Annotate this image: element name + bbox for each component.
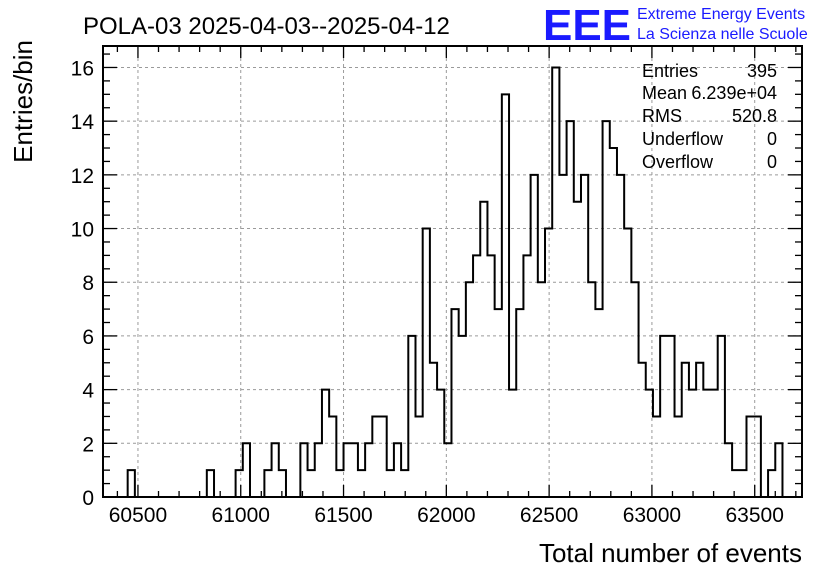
logo-line-1: Extreme Energy Events [637, 6, 805, 23]
stats-rms-label: RMS [642, 106, 682, 126]
histogram-bin [718, 336, 725, 497]
histogram-bin [264, 470, 271, 497]
x-tick-label: 63500 [726, 504, 784, 527]
axes: 60500 61000 61500 62000 62500 63000 63500 0 2 4 6 8… [71, 45, 803, 527]
histogram-bin [624, 229, 631, 497]
stats-mean-value: 6.239e+04 [691, 83, 777, 103]
histogram-bin [444, 443, 451, 497]
chart-title: POLA-03 2025-04-03--2025-04-12 [83, 13, 450, 40]
histogram-bin [365, 443, 372, 497]
x-tick-label: 62000 [417, 504, 475, 527]
histogram-series [126, 66, 784, 498]
logo-line-2: La Scienza nelle Scuole [637, 26, 808, 43]
histogram-bin [595, 309, 602, 497]
histogram-bin [653, 416, 660, 497]
histogram-bin [380, 416, 387, 497]
stats-entries-value: 395 [747, 61, 777, 81]
plot-frame [102, 45, 803, 498]
histogram-bin [387, 470, 394, 497]
histogram-outline [126, 66, 784, 498]
histogram-bin [732, 470, 739, 497]
histogram-bin [336, 470, 343, 497]
histogram-bin [725, 443, 732, 497]
histogram-bin [344, 443, 351, 497]
x-tick-label: 62500 [520, 504, 578, 527]
y-tick-label: 0 [82, 487, 94, 510]
histogram-bin [300, 443, 307, 497]
logo-mark: EEE [543, 1, 631, 50]
histogram-bin [372, 416, 379, 497]
histogram-bin [667, 336, 674, 497]
histogram-bin [459, 336, 466, 497]
stats-overflow-value: 0 [767, 152, 777, 172]
histogram-bin [545, 229, 552, 497]
histogram-bin [243, 443, 250, 497]
histogram-bin [207, 470, 214, 497]
x-tick-label: 61500 [314, 504, 372, 527]
histogram-bin [682, 363, 689, 497]
histogram-bin [394, 443, 401, 497]
histogram-bin [451, 309, 458, 497]
stats-mean-label: Mean [642, 83, 687, 103]
histogram-bin [603, 121, 610, 497]
histogram-bin [660, 336, 667, 497]
histogram-bin [610, 148, 617, 497]
histogram-bin [473, 255, 480, 497]
histogram-bin [415, 416, 422, 497]
x-axis-label: Total number of events [539, 538, 802, 568]
histogram-bin [480, 202, 487, 497]
histogram-bin [639, 363, 646, 497]
histogram-bin [675, 416, 682, 497]
histogram-bin [487, 255, 494, 497]
histogram-bin [128, 470, 135, 497]
x-tick-label: 60500 [109, 504, 167, 527]
histogram-bin [739, 470, 746, 497]
x-tick-label: 63000 [623, 504, 681, 527]
histogram-bin [523, 255, 530, 497]
x-tick-label: 61000 [212, 504, 270, 527]
histogram-bin [746, 416, 753, 497]
histogram-bin [351, 443, 358, 497]
y-tick-label: 12 [71, 165, 94, 188]
stats-overflow-label: Overflow [642, 152, 714, 172]
histogram-bin [329, 416, 336, 497]
histogram-bin [775, 443, 782, 497]
stats-underflow-value: 0 [767, 129, 777, 149]
histogram-bin [315, 443, 322, 497]
histogram-bin [502, 94, 509, 497]
histogram-bin [696, 363, 703, 497]
histogram-bin [272, 443, 279, 497]
y-tick-label: 2 [82, 433, 94, 456]
histogram-bin [408, 336, 415, 497]
histogram-bin [574, 202, 581, 497]
histogram-bin [516, 309, 523, 497]
eee-logo: EEE Extreme Energy Events La Scienza nel… [543, 1, 808, 50]
histogram-bin [423, 229, 430, 497]
y-tick-label: 4 [82, 380, 94, 403]
histogram-bin [567, 121, 574, 497]
y-tick-label: 6 [82, 326, 94, 349]
stats-entries-label: Entries [642, 61, 698, 81]
stats-box: Entries 395 Mean 6.239e+04 RMS 520.8 Und… [642, 61, 777, 172]
histogram-bin [430, 363, 437, 497]
histogram-bin [308, 470, 315, 497]
stats-underflow-label: Underflow [642, 129, 724, 149]
stats-rms-value: 520.8 [732, 106, 777, 126]
histogram-bin [236, 470, 243, 497]
y-tick-label: 10 [71, 219, 94, 242]
grid-lines [103, 46, 802, 497]
histogram-bin [495, 309, 502, 497]
y-tick-label: 8 [82, 272, 94, 295]
y-axis-label: Entries/bin [8, 40, 38, 163]
y-tick-label: 14 [71, 111, 95, 134]
histogram-bin [768, 470, 775, 497]
y-tick-label: 16 [71, 57, 94, 80]
